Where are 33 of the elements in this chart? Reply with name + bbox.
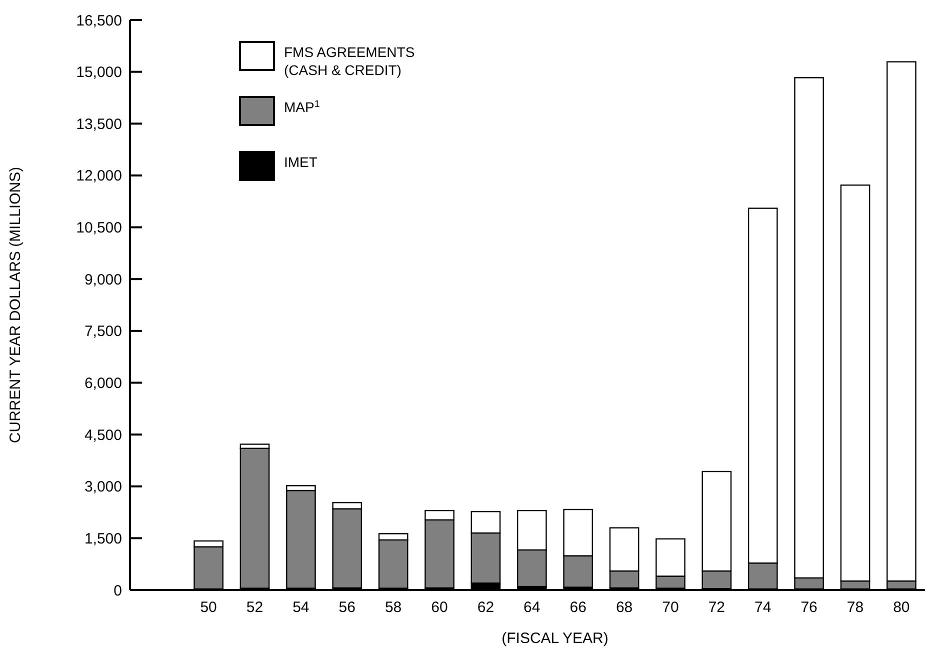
x-tick-label: 74: [754, 599, 772, 616]
y-tick-label: 1,500: [84, 530, 122, 548]
x-tick-label: 66: [570, 599, 586, 616]
x-tick-label: 64: [524, 599, 540, 616]
y-tick-label: 13,500: [76, 116, 122, 133]
x-tick-label: 76: [800, 599, 818, 616]
y-tick-label: 15,000: [76, 64, 122, 82]
legend-label: IMET: [284, 154, 318, 170]
x-tick-label: 72: [708, 599, 726, 616]
x-tick-label: 70: [662, 599, 679, 616]
x-tick-label: 58: [384, 599, 402, 616]
y-tick-label: 7,500: [84, 323, 122, 340]
x-tick-label: 56: [338, 599, 356, 616]
x-tick-label: 68: [616, 599, 633, 616]
x-tick-label: 54: [292, 599, 310, 616]
legend-label: MAP$^{1}$: [284, 98, 320, 115]
y-tick-label: 12,000: [76, 168, 122, 185]
x-tick-label: 80: [893, 599, 910, 616]
y-tick-label: 9,000: [84, 271, 122, 288]
y-tick-label: 10,500: [76, 220, 122, 237]
y-tick-label: 3,000: [84, 478, 122, 496]
legend-label: FMS AGREEMENTS (CASH & CREDIT): [284, 44, 415, 78]
y-tick-label: 0: [114, 582, 122, 600]
y-tick-label: 6,000: [84, 374, 122, 392]
x-tick-label: 62: [477, 599, 494, 616]
y-axis-title: CURRENT YEAR DOLLARS (MILLIONS): [7, 166, 24, 444]
y-tick-label: 4,500: [84, 426, 122, 444]
x-tick-label: 78: [846, 599, 864, 616]
y-tick-label: 16,500: [76, 12, 122, 30]
x-tick-label: 50: [200, 599, 217, 616]
x-tick-label: 52: [246, 599, 264, 616]
x-axis-title: (FISCAL YEAR): [502, 630, 608, 647]
x-tick-label: 60: [431, 599, 448, 616]
